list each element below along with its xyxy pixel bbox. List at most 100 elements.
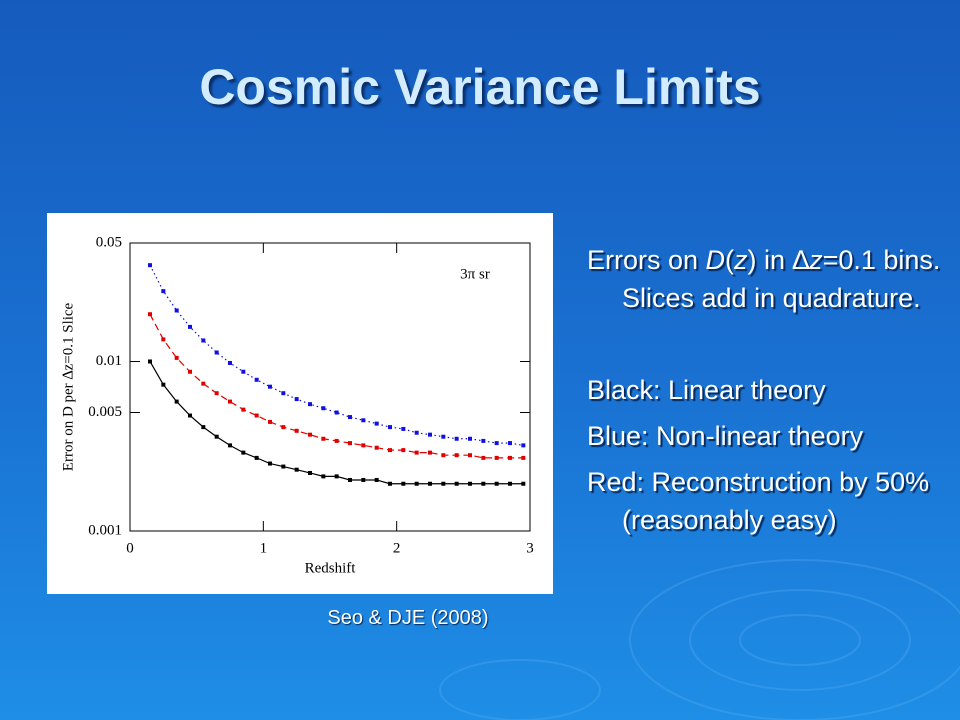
data-point xyxy=(188,369,192,374)
data-point xyxy=(228,443,232,448)
chart-frame: Error on D per ∆z=0.1 Slice Redshift 3π … xyxy=(47,213,553,594)
data-point xyxy=(521,481,526,486)
data-point xyxy=(148,359,152,364)
data-point xyxy=(188,413,192,418)
data-point xyxy=(494,441,499,446)
data-point xyxy=(321,474,326,479)
x-tick-label: 2 xyxy=(393,540,401,556)
data-point xyxy=(334,410,339,415)
data-point xyxy=(161,289,166,294)
series-line xyxy=(149,264,524,446)
caption: Seo & DJE (2008) xyxy=(327,607,489,629)
data-point xyxy=(161,337,166,342)
text: Black: Linear theory xyxy=(587,375,826,405)
series-line xyxy=(149,361,524,485)
plot-frame xyxy=(129,242,531,532)
data-point xyxy=(401,426,406,431)
series-line xyxy=(149,313,524,459)
data-point xyxy=(481,438,486,443)
data-point xyxy=(361,443,366,448)
text: ( xyxy=(725,245,735,275)
data-point xyxy=(281,391,286,396)
data-point xyxy=(414,450,419,455)
data-point xyxy=(388,425,392,430)
data-point xyxy=(334,438,339,443)
data-point xyxy=(414,481,419,486)
text: ) in xyxy=(747,245,793,275)
data-point xyxy=(348,477,352,482)
data-point xyxy=(468,453,472,458)
data-point xyxy=(268,461,272,466)
data-point xyxy=(508,441,512,446)
data-point xyxy=(468,436,472,441)
data-point xyxy=(508,455,512,460)
data-point xyxy=(228,360,232,365)
data-point xyxy=(388,481,392,486)
data-point xyxy=(441,453,446,458)
y-axis-label: Error on D per ∆z=0.1 Slice xyxy=(60,302,76,471)
bullet: Black: Linear theory xyxy=(587,371,957,409)
data-point xyxy=(388,448,392,453)
data-point xyxy=(454,453,459,458)
x-tick-label: 1 xyxy=(260,540,268,556)
data-point xyxy=(468,481,472,486)
text: =0.1 bins. Slices add in quadrature. xyxy=(622,245,941,313)
data-point xyxy=(401,481,406,486)
bullet: Errors on D(z) in ∆z=0.1 bins. Slices ad… xyxy=(587,241,957,317)
data-point xyxy=(361,477,366,482)
text: ∆ xyxy=(792,245,810,275)
data-point xyxy=(334,474,339,479)
data-point xyxy=(148,263,152,268)
data-point xyxy=(521,443,526,448)
text: z xyxy=(734,245,748,275)
data-point xyxy=(174,308,179,313)
data-point xyxy=(241,450,246,455)
data-point xyxy=(348,441,352,446)
text: Errors on xyxy=(587,245,706,275)
data-point xyxy=(481,455,486,460)
data-point xyxy=(201,338,206,343)
data-point xyxy=(361,418,366,423)
y-tick-label: 0.05 xyxy=(96,234,122,250)
slide-title: Cosmic Variance Limits xyxy=(199,59,761,115)
data-point xyxy=(174,399,179,404)
data-point xyxy=(214,434,219,439)
data-point xyxy=(294,428,299,433)
data-point xyxy=(308,402,312,407)
data-point xyxy=(228,399,232,404)
text: z xyxy=(809,245,823,275)
data-point xyxy=(281,425,286,430)
data-point xyxy=(401,448,406,453)
data-point xyxy=(294,467,299,472)
data-point xyxy=(494,455,499,460)
data-point xyxy=(214,350,219,355)
data-point xyxy=(308,470,312,475)
data-point xyxy=(214,391,219,396)
data-point xyxy=(148,312,152,317)
data-point xyxy=(428,450,432,455)
data-point xyxy=(414,430,419,435)
y-tick-label: 0.01 xyxy=(96,353,122,369)
data-point xyxy=(241,369,246,374)
data-point xyxy=(188,324,192,329)
data-point xyxy=(268,419,272,424)
data-point xyxy=(494,481,499,486)
data-point xyxy=(174,355,179,360)
data-point xyxy=(241,407,246,412)
data-point xyxy=(428,432,432,437)
data-point xyxy=(201,425,206,430)
annotation: 3π sr xyxy=(460,266,490,282)
data-point xyxy=(348,415,352,420)
data-point xyxy=(508,481,512,486)
data-point xyxy=(254,413,259,418)
data-point xyxy=(308,432,312,437)
data-point xyxy=(254,377,259,382)
y-tick-label: 0.005 xyxy=(88,404,122,420)
text: Blue: Non-linear theory xyxy=(587,421,864,451)
data-point xyxy=(521,455,526,460)
data-point xyxy=(374,445,379,450)
bullet: Blue: Non-linear theory xyxy=(587,417,957,455)
data-point xyxy=(454,436,459,441)
x-axis-label: Redshift xyxy=(305,560,357,576)
